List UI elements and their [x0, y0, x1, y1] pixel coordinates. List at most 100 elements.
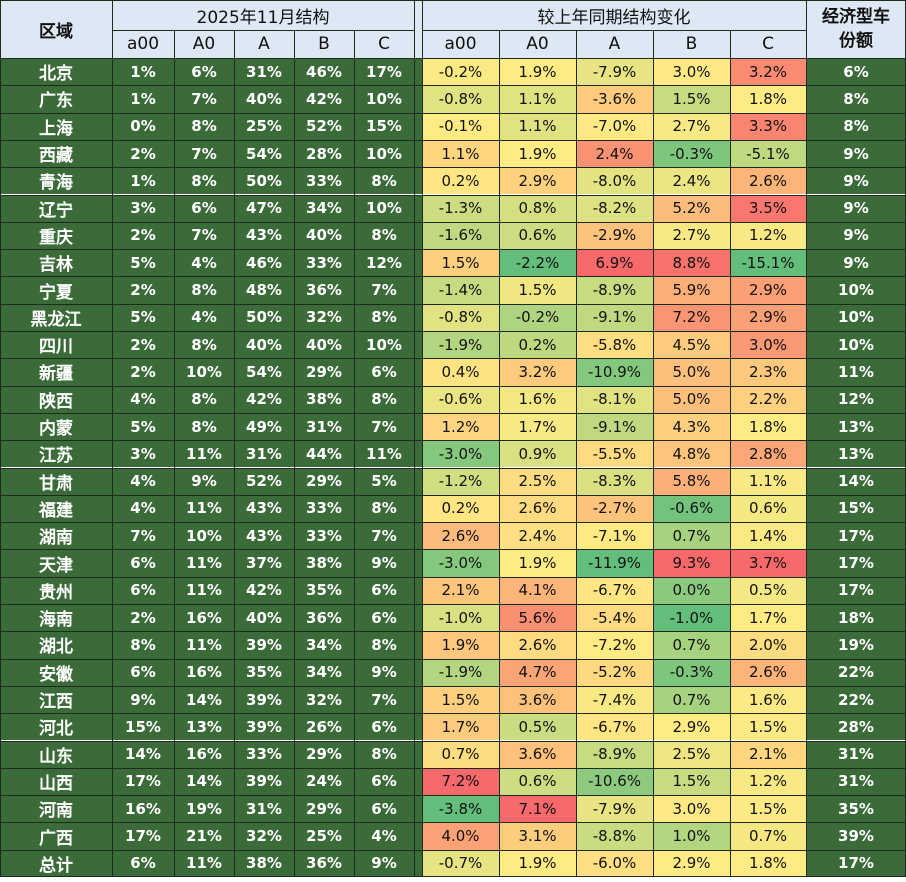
change-cell: 7.2%	[653, 303, 730, 331]
column-gap	[414, 822, 422, 850]
grid-vline	[234, 30, 235, 877]
change-cell: 2.9%	[653, 713, 730, 741]
change-cell: -15.1%	[730, 249, 806, 277]
structure-cell: 15%	[112, 713, 174, 741]
region-cell: 上海	[0, 112, 112, 140]
change-cell: 3.7%	[730, 549, 806, 577]
grid-hline	[0, 685, 906, 687]
grid-hline	[0, 876, 906, 877]
structure-cell: 39%	[234, 767, 294, 796]
change-subheader-c: C	[730, 30, 806, 58]
grid-vline	[730, 30, 731, 877]
structure-cell: 4%	[174, 249, 234, 277]
structure-cell: 6%	[174, 58, 234, 86]
economy-share-cell: 17%	[806, 576, 906, 604]
change-cell: 1.5%	[499, 276, 576, 304]
change-cell: 1.6%	[499, 385, 576, 413]
economy-share-cell: 18%	[806, 604, 906, 632]
structure-cell: 2%	[112, 221, 174, 250]
structure-cell: 35%	[294, 576, 354, 604]
structure-cell: 2%	[112, 139, 174, 168]
change-cell: 5.6%	[499, 604, 576, 632]
change-cell: -1.3%	[422, 194, 499, 222]
column-gap	[414, 685, 422, 714]
change-cell: -0.2%	[499, 303, 576, 331]
structure-cell: 6%	[354, 767, 414, 796]
structure-cell: 43%	[234, 494, 294, 523]
change-cell: -1.2%	[422, 467, 499, 495]
structure-cell: 8%	[174, 112, 234, 140]
grid-vline	[354, 30, 355, 877]
column-gap	[414, 194, 422, 222]
region-cell: 四川	[0, 331, 112, 359]
structure-cell: 25%	[294, 822, 354, 850]
change-cell: -0.1%	[422, 112, 499, 140]
change-cell: 4.1%	[499, 576, 576, 604]
structure-cell: 6%	[354, 576, 414, 604]
structure-cell: 32%	[294, 303, 354, 331]
change-cell: 1.5%	[653, 767, 730, 796]
change-cell: 1.8%	[730, 412, 806, 441]
region-cell: 海南	[0, 604, 112, 632]
structure-cell: 1%	[112, 58, 174, 86]
structure-cell: 10%	[354, 85, 414, 113]
structure-cell: 5%	[112, 249, 174, 277]
structure-cell: 7%	[174, 221, 234, 250]
structure-cell: 40%	[234, 85, 294, 113]
structure-cell: 54%	[234, 358, 294, 386]
change-cell: 0.9%	[499, 440, 576, 468]
structure-cell: 25%	[234, 112, 294, 140]
change-cell: 2.5%	[653, 740, 730, 768]
structure-cell: 40%	[234, 604, 294, 632]
grid-hline	[0, 85, 906, 87]
structure-subheader-a00: a00	[112, 30, 174, 58]
change-cell: 1.9%	[422, 631, 499, 659]
change-cell: -6.7%	[576, 576, 653, 604]
structure-cell: 11%	[354, 440, 414, 468]
change-cell: 5.8%	[653, 467, 730, 495]
structure-cell: 8%	[174, 385, 234, 413]
structure-cell: 11%	[174, 494, 234, 523]
column-gap	[414, 276, 422, 304]
structure-cell: 8%	[174, 412, 234, 441]
column-gap	[414, 522, 422, 550]
change-cell: 1.5%	[653, 85, 730, 113]
structure-cell: 40%	[294, 221, 354, 250]
change-cell: 6.9%	[576, 249, 653, 277]
structure-subheader-a: A	[234, 30, 294, 58]
region-cell: 西藏	[0, 139, 112, 168]
grid-hline	[0, 795, 906, 797]
change-cell: -1.0%	[422, 604, 499, 632]
column-gap	[414, 139, 422, 168]
change-cell: 0.0%	[653, 576, 730, 604]
structure-cell: 40%	[294, 331, 354, 359]
structure-cell: 17%	[112, 767, 174, 796]
change-cell: -7.0%	[576, 112, 653, 140]
economy-share-cell: 14%	[806, 467, 906, 495]
change-cell: -5.1%	[730, 139, 806, 168]
economy-share-cell: 17%	[806, 849, 906, 877]
structure-cell: 40%	[234, 331, 294, 359]
structure-cell: 10%	[354, 139, 414, 168]
change-cell: 4.5%	[653, 331, 730, 359]
economy-share-cell: 11%	[806, 358, 906, 386]
structure-cell: 33%	[294, 494, 354, 523]
change-cell: -3.6%	[576, 85, 653, 113]
grid-hline	[0, 385, 906, 387]
structure-cell: 43%	[234, 522, 294, 550]
structure-cell: 42%	[234, 576, 294, 604]
economy-share-cell: 12%	[806, 385, 906, 413]
structure-cell: 36%	[294, 849, 354, 877]
structure-cell: 8%	[174, 276, 234, 304]
grid-hline	[0, 740, 906, 742]
structure-cell: 7%	[354, 685, 414, 714]
economy-share-cell: 8%	[806, 85, 906, 113]
change-cell: 3.1%	[499, 822, 576, 850]
grid-hline	[0, 249, 906, 251]
economy-share-cell: 9%	[806, 221, 906, 250]
structure-cell: 17%	[354, 58, 414, 86]
grid-vline	[174, 30, 175, 877]
grid-hline	[0, 0, 906, 1]
structure-cell: 39%	[234, 713, 294, 741]
change-cell: 2.3%	[730, 358, 806, 386]
